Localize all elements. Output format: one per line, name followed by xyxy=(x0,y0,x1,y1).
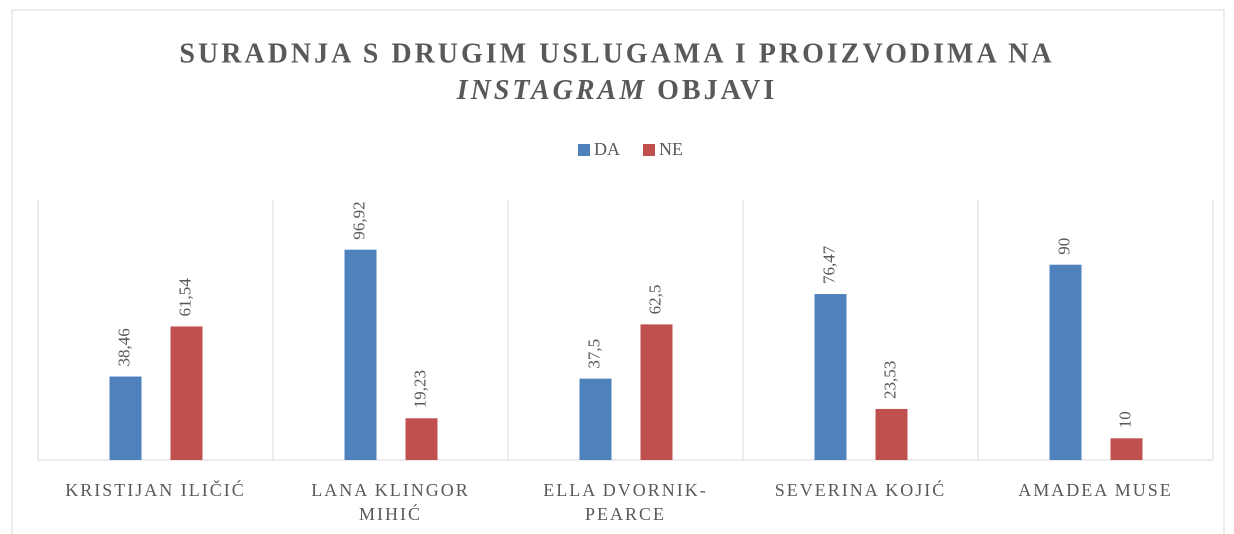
data-label: 61,54 xyxy=(175,278,194,317)
bar xyxy=(640,324,673,460)
data-label: 19,23 xyxy=(410,370,429,408)
data-label: 76,47 xyxy=(819,245,838,284)
data-label: 38,46 xyxy=(114,328,133,366)
legend-swatch xyxy=(578,144,590,156)
data-label: 90 xyxy=(1054,238,1073,255)
bar xyxy=(814,294,847,460)
bar xyxy=(344,249,377,460)
bar xyxy=(579,378,612,460)
data-label: 23,53 xyxy=(880,361,899,399)
data-label: 37,5 xyxy=(584,339,603,369)
chart-title-rest: OBJAVI xyxy=(657,75,777,106)
bar xyxy=(1110,438,1143,460)
legend-label: NE xyxy=(659,139,683,159)
bar xyxy=(1049,264,1082,460)
data-label: 62,5 xyxy=(645,285,664,315)
legend-label: DA xyxy=(594,139,620,159)
x-tick-label: AMADEA MUSE xyxy=(1018,480,1173,500)
chart-title-italic: INSTAGRAM xyxy=(456,75,647,106)
x-tick-label: LANA KLINGOR MIHIĆ xyxy=(311,480,470,524)
x-tick-label: SEVERINA KOJIĆ xyxy=(774,480,947,500)
bar xyxy=(405,418,438,460)
chart-title: INSTAGRAM OBJAVI xyxy=(456,75,778,106)
bar xyxy=(875,408,908,460)
data-label: 96,92 xyxy=(349,201,368,239)
chart-border xyxy=(11,9,1225,534)
x-tick-label: KRISTIJAN ILIČIĆ xyxy=(65,480,246,500)
x-tick-label: ELLA DVORNIK-PEARCE xyxy=(543,480,708,524)
bar xyxy=(170,326,203,460)
legend-swatch xyxy=(643,144,655,156)
bar xyxy=(109,376,142,460)
data-label: 10 xyxy=(1115,411,1134,428)
chart-title: SURADNJA S DRUGIM USLUGAMA I PROIZVODIMA… xyxy=(179,38,1054,69)
